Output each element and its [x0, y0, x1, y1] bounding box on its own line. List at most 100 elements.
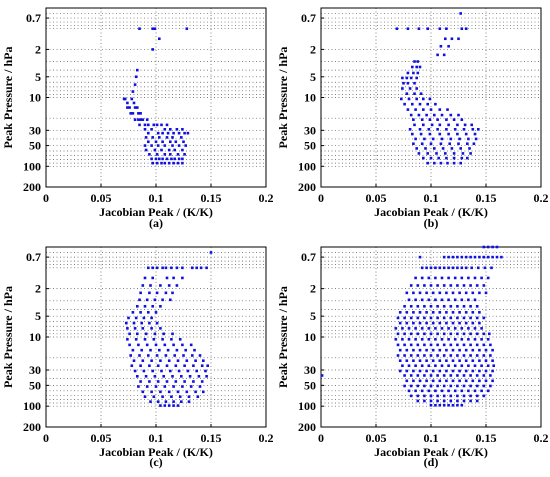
scatter-point	[147, 354, 150, 357]
scatter-point	[475, 305, 479, 308]
scatter-point	[161, 131, 164, 135]
scatter-point	[192, 380, 195, 383]
scatter-point	[137, 385, 140, 388]
scatter-point	[192, 364, 195, 368]
scatter-point	[160, 148, 163, 152]
scatter-point	[449, 284, 453, 287]
scatter-point	[150, 144, 153, 147]
scatter-point	[142, 369, 146, 373]
scatter-point	[458, 369, 461, 373]
scatter-point	[158, 136, 161, 139]
scatter-point	[475, 354, 479, 357]
scatter-point	[406, 27, 410, 31]
scatter-point	[136, 375, 139, 378]
scatter-point	[429, 332, 433, 336]
scatter-point	[449, 399, 453, 403]
scatter-point	[412, 379, 415, 383]
scatter-point	[411, 102, 414, 106]
scatter-point	[202, 359, 205, 362]
scatter-point	[489, 343, 492, 347]
scatter-point	[141, 390, 145, 394]
x-tick-label: 0	[43, 431, 49, 445]
scatter-point	[438, 291, 442, 295]
scatter-point	[486, 338, 490, 341]
y-tick-label: 200	[23, 420, 41, 434]
scatter-point	[458, 321, 461, 325]
scatter-point	[167, 359, 171, 362]
scatter-point	[429, 284, 433, 287]
scatter-point	[398, 321, 402, 325]
scatter-point	[433, 147, 436, 150]
scatter-point	[423, 399, 426, 403]
scatter-point	[423, 332, 426, 336]
scatter-point	[204, 369, 207, 373]
scatter-point	[132, 321, 136, 325]
scatter-point	[414, 389, 417, 393]
scatter-point	[423, 316, 426, 320]
scatter-point	[434, 389, 437, 393]
scatter-point	[438, 321, 442, 325]
scatter-point	[458, 137, 461, 141]
scatter-point	[460, 276, 464, 280]
scatter-point	[163, 161, 167, 165]
scatter-point	[438, 369, 442, 373]
scatter-point	[398, 359, 402, 362]
scatter-point	[154, 311, 158, 314]
scatter-point	[137, 118, 140, 121]
scatter-point	[175, 128, 179, 131]
y-tick-label: 200	[298, 180, 316, 194]
scatter-point	[464, 27, 468, 31]
scatter-point	[484, 348, 488, 352]
scatter-point	[143, 338, 147, 341]
scatter-point	[417, 152, 421, 155]
scatter-point	[471, 348, 475, 352]
scatter-point	[458, 359, 461, 362]
scatter-point	[451, 266, 455, 270]
scatter-point	[143, 144, 147, 147]
scatter-point	[172, 385, 175, 388]
scatter-point	[469, 354, 472, 357]
scatter-point	[171, 136, 174, 139]
scatter-point	[464, 359, 468, 362]
y-tick-label: 50	[304, 139, 316, 153]
scatter-point	[161, 298, 164, 302]
scatter-point	[486, 389, 490, 393]
scatter-point	[453, 276, 457, 280]
scatter-point	[414, 298, 417, 302]
scatter-point	[409, 384, 413, 388]
scatter-point	[133, 369, 137, 373]
scatter-point	[165, 157, 169, 161]
scatter-point	[469, 152, 472, 155]
scatter-point	[473, 276, 477, 280]
scatter-point	[416, 384, 420, 388]
scatter-point	[459, 147, 462, 150]
scatter-point	[456, 343, 459, 347]
scatter-point	[183, 364, 186, 368]
scatter-point	[441, 147, 445, 150]
scatter-point	[434, 276, 437, 280]
scatter-point	[445, 359, 448, 362]
scatter-point	[415, 147, 418, 150]
scatter-point	[406, 71, 410, 75]
scatter-point	[451, 348, 455, 352]
scatter-point	[130, 364, 134, 368]
scatter-point	[447, 266, 450, 270]
scatter-point	[440, 137, 444, 141]
scatter-point	[442, 266, 446, 270]
scatter-point	[440, 389, 444, 393]
scatter-point	[141, 359, 145, 362]
scatter-point	[480, 276, 483, 280]
scatter-point	[426, 27, 429, 31]
scatter-point	[423, 137, 426, 141]
scatter-point	[414, 108, 417, 111]
scatter-point	[134, 338, 138, 341]
scatter-point	[445, 321, 448, 325]
x-tick-label: 0	[318, 431, 324, 445]
x-tick-label: 0.05	[366, 191, 387, 205]
scatter-point	[195, 369, 198, 373]
scatter-point	[420, 298, 424, 302]
scatter-point	[412, 118, 415, 121]
scatter-point	[155, 266, 159, 270]
scatter-point	[154, 140, 158, 144]
